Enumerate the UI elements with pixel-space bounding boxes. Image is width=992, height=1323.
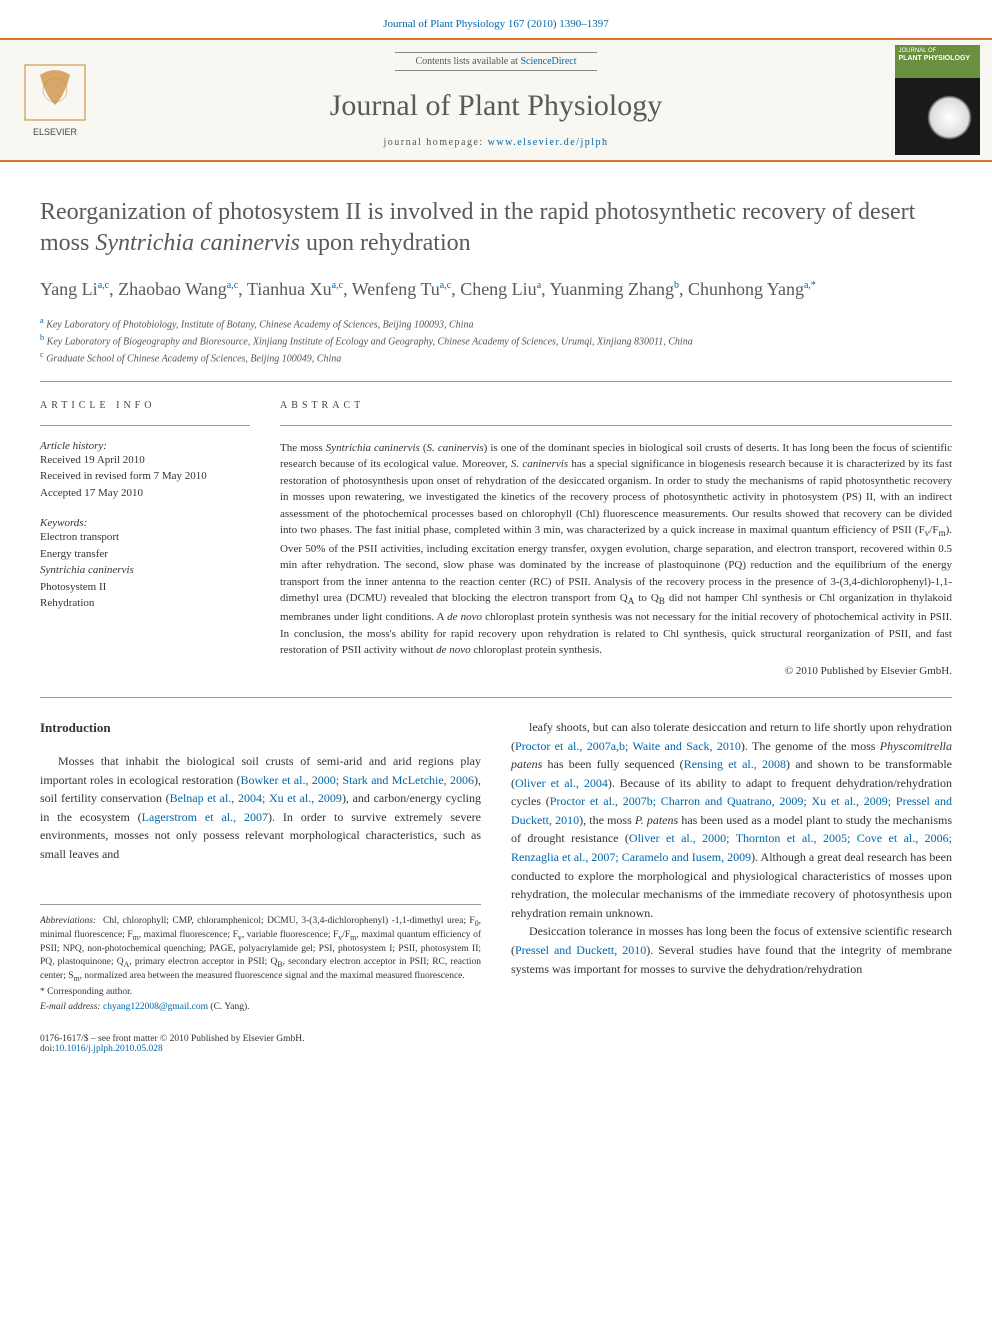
elsevier-logo-icon: ELSEVIER bbox=[20, 60, 90, 140]
author-list: Yang Lia,c, Zhaobao Wanga,c, Tianhua Xua… bbox=[0, 269, 992, 306]
svg-text:ELSEVIER: ELSEVIER bbox=[33, 127, 78, 137]
sciencedirect-link[interactable]: ScienceDirect bbox=[520, 56, 576, 67]
body-col-left: Introduction Mosses that inhabit the bio… bbox=[40, 718, 481, 1014]
masthead-center: Contents lists available at ScienceDirec… bbox=[110, 40, 882, 160]
abstract-text: The moss Syntrichia caninervis (S. canin… bbox=[280, 440, 952, 659]
publisher-block: ELSEVIER bbox=[0, 40, 110, 160]
issn-line: 0176-1617/$ – see front matter © 2010 Pu… bbox=[40, 1034, 952, 1044]
history-item: Received 19 April 2010 bbox=[40, 452, 250, 469]
history-list: Received 19 April 2010Received in revise… bbox=[40, 452, 250, 502]
abstract-block: ABSTRACT The moss Syntrichia caninervis … bbox=[280, 400, 952, 677]
body-col-right: leafy shoots, but can also tolerate desi… bbox=[511, 718, 952, 1014]
history-label: Article history: bbox=[40, 440, 250, 452]
abstract-heading: ABSTRACT bbox=[280, 400, 952, 426]
body-columns: Introduction Mosses that inhabit the bio… bbox=[0, 698, 992, 1024]
citation-text: Journal of Plant Physiology 167 (2010) 1… bbox=[383, 18, 609, 30]
page-footer: 0176-1617/$ – see front matter © 2010 Pu… bbox=[0, 1024, 992, 1074]
journal-cover-thumbnail: JOURNAL OF PLANT PHYSIOLOGY bbox=[895, 45, 980, 155]
article-info-heading: ARTICLE INFO bbox=[40, 400, 250, 426]
intro-paragraph-1: Mosses that inhabit the biological soil … bbox=[40, 752, 481, 864]
keyword-item: Syntrichia caninervis bbox=[40, 562, 250, 579]
doi-link[interactable]: 10.1016/j.jplph.2010.05.028 bbox=[55, 1044, 163, 1054]
corresponding-email-link[interactable]: chyang122008@gmail.com bbox=[103, 1002, 208, 1012]
footnotes-block: Abbreviations: Chl, chlorophyll; CMP, ch… bbox=[40, 904, 481, 1015]
affiliations: a Key Laboratory of Photobiology, Instit… bbox=[0, 307, 992, 381]
history-item: Received in revised form 7 May 2010 bbox=[40, 468, 250, 485]
affiliation-line: b Key Laboratory of Biogeography and Bio… bbox=[40, 332, 952, 349]
keyword-item: Rehydration bbox=[40, 595, 250, 612]
abbreviations-footnote: Abbreviations: Chl, chlorophyll; CMP, ch… bbox=[40, 915, 481, 984]
journal-homepage-link[interactable]: www.elsevier.de/jplph bbox=[488, 137, 609, 148]
email-footnote: E-mail address: chyang122008@gmail.com (… bbox=[40, 1001, 481, 1014]
keywords-list: Electron transportEnergy transferSyntric… bbox=[40, 529, 250, 612]
intro-paragraph-3: Desiccation tolerance in mosses has long… bbox=[511, 922, 952, 978]
keyword-item: Photosystem II bbox=[40, 579, 250, 596]
history-item: Accepted 17 May 2010 bbox=[40, 485, 250, 502]
affiliation-line: c Graduate School of Chinese Academy of … bbox=[40, 349, 952, 366]
journal-masthead: ELSEVIER Contents lists available at Sci… bbox=[0, 38, 992, 162]
keyword-item: Energy transfer bbox=[40, 546, 250, 563]
article-info-sidebar: ARTICLE INFO Article history: Received 1… bbox=[40, 400, 250, 677]
article-title: Reorganization of photosystem II is invo… bbox=[0, 162, 992, 269]
corresponding-author-footnote: * Corresponding author. bbox=[40, 986, 481, 999]
journal-name: Journal of Plant Physiology bbox=[110, 89, 882, 123]
journal-homepage-line: journal homepage: www.elsevier.de/jplph bbox=[110, 137, 882, 148]
affiliation-line: a Key Laboratory of Photobiology, Instit… bbox=[40, 315, 952, 332]
info-abstract-row: ARTICLE INFO Article history: Received 1… bbox=[0, 382, 992, 697]
running-header: Journal of Plant Physiology 167 (2010) 1… bbox=[0, 0, 992, 38]
cover-block: JOURNAL OF PLANT PHYSIOLOGY bbox=[882, 40, 992, 160]
contents-available-line: Contents lists available at ScienceDirec… bbox=[395, 52, 596, 71]
keywords-label: Keywords: bbox=[40, 517, 250, 529]
keyword-item: Electron transport bbox=[40, 529, 250, 546]
introduction-heading: Introduction bbox=[40, 718, 481, 738]
intro-paragraph-2: leafy shoots, but can also tolerate desi… bbox=[511, 718, 952, 923]
abstract-copyright: © 2010 Published by Elsevier GmbH. bbox=[280, 665, 952, 677]
doi-line: doi:10.1016/j.jplph.2010.05.028 bbox=[40, 1044, 952, 1054]
